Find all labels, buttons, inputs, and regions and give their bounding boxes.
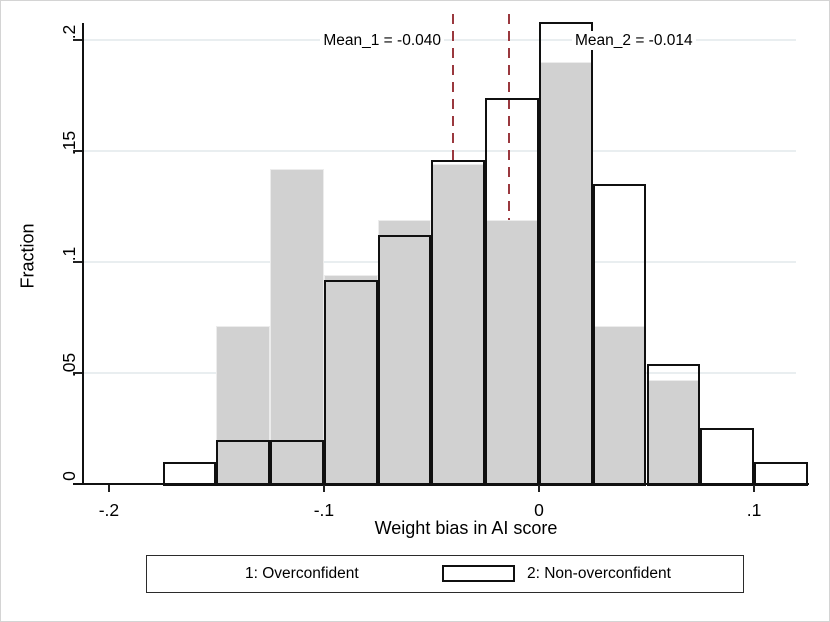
x-tick [753,485,756,492]
y-gridline [84,149,796,152]
bar-non-overconfident [538,22,593,486]
legend-label-non-overconfident: 2: Non-overconfident [527,565,671,582]
x-tick-label: -.2 [98,500,120,520]
bar-non-overconfident [485,97,539,486]
x-tick-label: .1 [746,500,762,520]
bar-overconfident [216,326,271,484]
x-tick-label: 0 [534,500,544,520]
mean1-annotation: Mean_1 = -0.040 [320,31,444,50]
bar-non-overconfident [216,439,271,486]
x-axis-line [73,483,809,485]
bar-non-overconfident [431,159,486,486]
bar-non-overconfident [700,428,754,486]
mean2-annotation: Mean_2 = -0.014 [572,31,696,50]
x-tick [537,485,540,492]
y-tick [73,260,82,263]
bar-non-overconfident [270,439,324,486]
bar-non-overconfident [323,279,378,486]
y-tick-label: 0 [59,471,79,481]
y-tick [73,371,82,374]
y-tick [73,149,82,152]
bar-non-overconfident [646,364,701,486]
y-tick [73,38,82,41]
y-axis-title: Fraction [17,223,38,289]
bar-overconfident [270,168,324,484]
x-tick [322,485,325,492]
legend-label-overconfident: 1: Overconfident [245,565,359,582]
y-axis-line [82,23,84,485]
x-tick-label: -.1 [313,500,335,520]
legend-swatch-non-overconfident [442,565,515,582]
bar-non-overconfident [592,184,647,486]
legend-swatch-overconfident [158,566,228,583]
y-tick-label: .2 [59,24,79,40]
bar-non-overconfident [377,235,432,486]
x-tick [107,485,110,492]
bar-overconfident [485,219,539,484]
y-tick-label: .15 [59,130,79,156]
x-axis-title: Weight bias in AI score [374,518,558,538]
legend: 1: Overconfident 2: Non-overconfident [146,555,744,593]
y-tick-label: .1 [59,246,79,262]
y-tick-label: .05 [59,352,79,378]
